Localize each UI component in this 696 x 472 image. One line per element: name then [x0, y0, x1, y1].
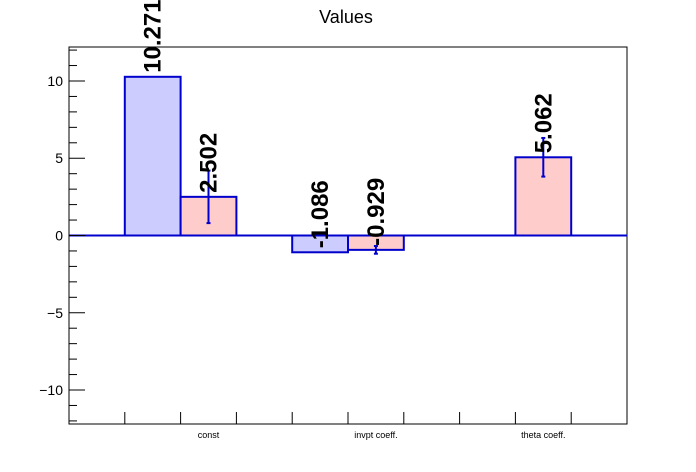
data-labels: 10.271 2.502 -1.086 -0.929 5.062	[140, 0, 558, 248]
y-axis: −10 −5 0 5 10	[39, 49, 85, 422]
data-label: 5.062	[530, 93, 557, 153]
bars	[123, 75, 573, 254]
bar-const-1	[123, 75, 182, 237]
y-tick-label: 10	[47, 73, 63, 89]
data-label: 10.271	[140, 0, 167, 73]
x-category-label: theta coeff.	[521, 430, 565, 440]
x-category-label: invpt coeff.	[354, 430, 397, 440]
data-label: 2.502	[196, 133, 223, 193]
y-tick-label: 5	[55, 150, 63, 166]
chart-title: Values	[319, 7, 373, 27]
y-tick-label: −5	[47, 305, 63, 321]
y-tick-label: 0	[55, 228, 63, 244]
data-label: -1.086	[307, 180, 334, 248]
x-axis: const invpt coeff. theta coeff.	[124, 412, 572, 440]
data-label: -0.929	[363, 178, 390, 246]
error-bars	[206, 136, 546, 255]
y-tick-label: −10	[39, 382, 63, 398]
x-category-label: const	[198, 430, 220, 440]
